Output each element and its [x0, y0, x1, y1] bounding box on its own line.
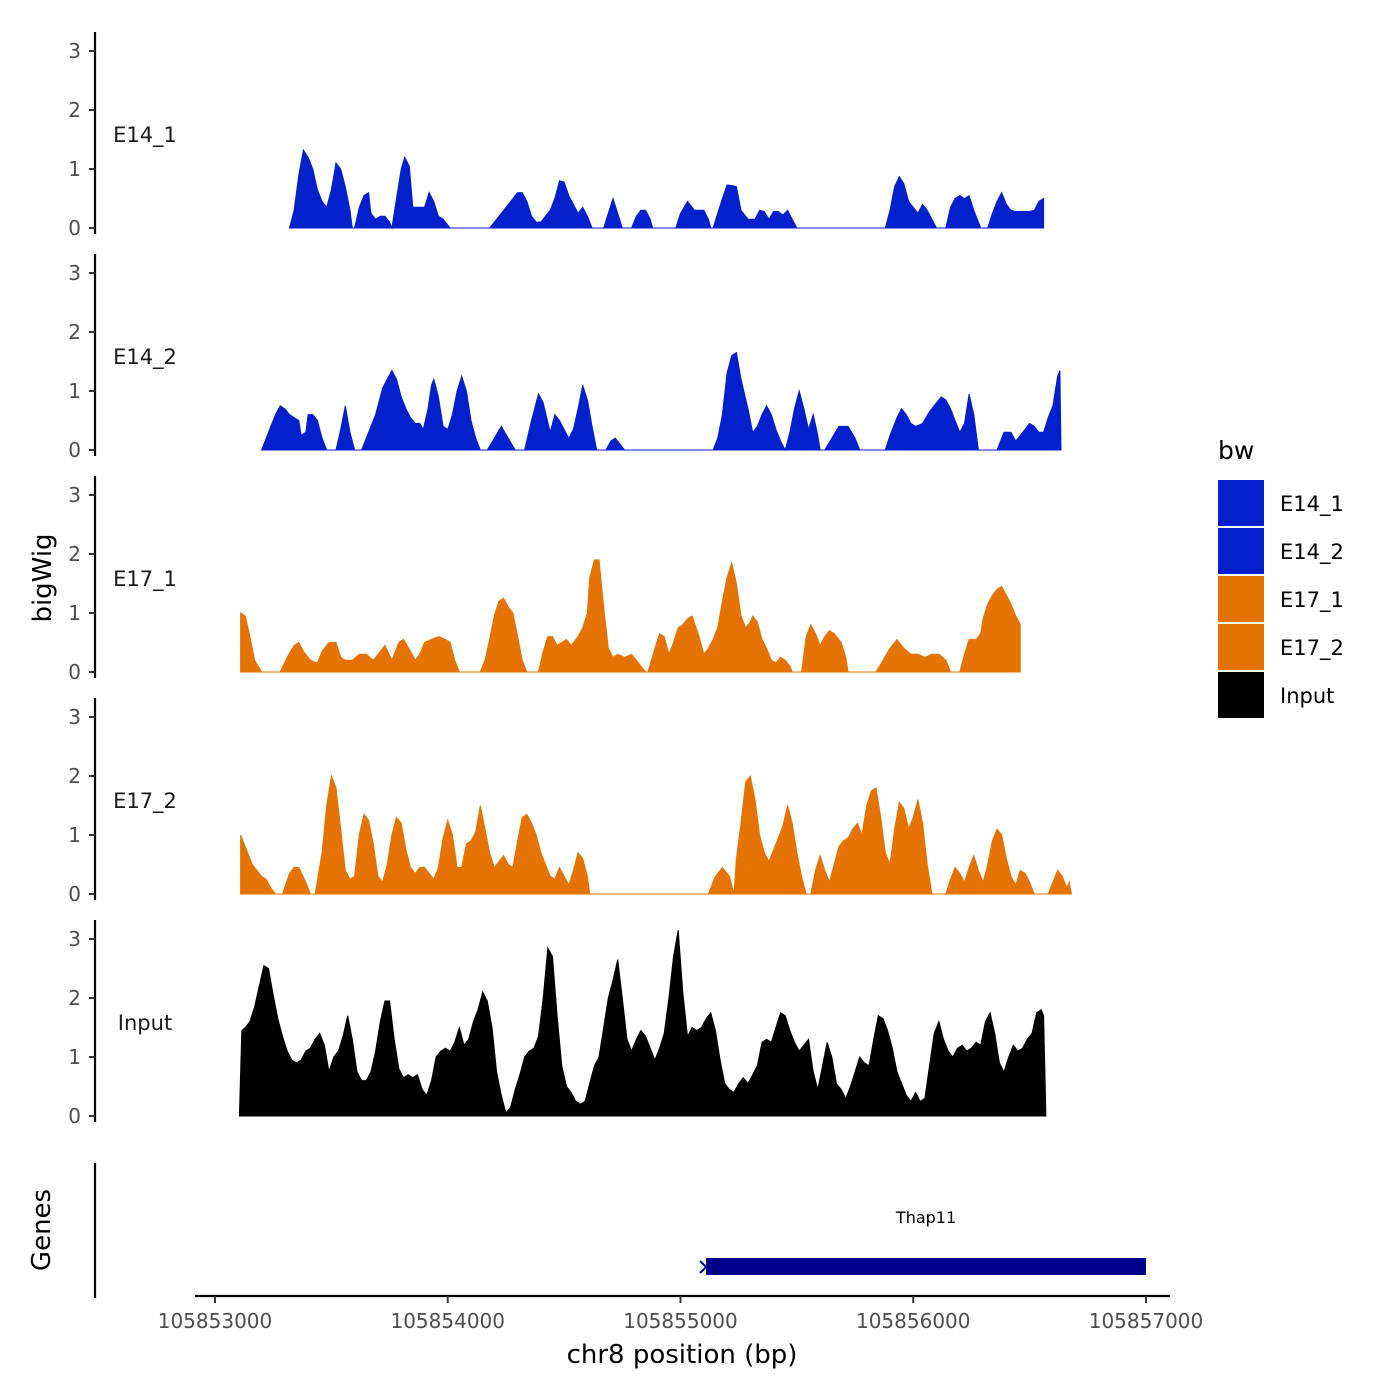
gene-track: Genes Thap11	[27, 1163, 1146, 1298]
x-tick-label-105853000: 105853000	[158, 1309, 273, 1333]
y-tick-label-E17_1-2: 2	[68, 542, 81, 566]
signal-area-Input	[238, 930, 1047, 1117]
legend-title: bw	[1218, 436, 1254, 465]
y-tick-label-E14_1-0: 0	[68, 216, 81, 240]
legend-swatch-E14_1	[1218, 480, 1264, 526]
y-axis-title: bigWig	[28, 533, 58, 622]
track-label-E14_2: E14_2	[113, 345, 177, 370]
y-tick-label-E14_2-1: 1	[68, 379, 81, 403]
x-tick-label-105855000: 105855000	[623, 1309, 738, 1333]
legend-swatch-E14_2	[1218, 528, 1264, 574]
track-E17_1: 0 1 2 3 E17_1	[68, 476, 1021, 684]
tracks-layer: 0 1 2 3 E14_1 0 1 2 3 E14_2 0 1 2 3 E17_1 0 1 2 3 E17_2 0 1 2 3…	[68, 32, 1073, 1128]
x-axis: chr8 position (bp) 105853000 105854000 105…	[158, 1294, 1204, 1370]
track-E17_2: 0 1 2 3 E17_2	[68, 698, 1073, 906]
legend-swatch-E17_2	[1218, 624, 1264, 670]
y-tick-label-E17_2-1: 1	[68, 823, 81, 847]
track-label-E17_1: E17_1	[113, 567, 177, 592]
legend-swatch-Input	[1218, 672, 1264, 718]
y-tick-label-E17_1-0: 0	[68, 660, 81, 684]
track-label-E17_2: E17_2	[113, 789, 177, 814]
track-label-Input: Input	[118, 1011, 172, 1035]
y-tick-label-Input-0: 0	[68, 1104, 81, 1128]
signal-area-E17_2	[240, 774, 1073, 895]
y-tick-label-E17_2-2: 2	[68, 764, 81, 788]
y-tick-label-E17_2-3: 3	[68, 705, 81, 729]
signal-area-E14_2	[260, 351, 1062, 452]
genes-axis-title: Genes	[27, 1189, 57, 1271]
y-tick-label-E14_2-0: 0	[68, 438, 81, 462]
y-tick-label-E17_2-0: 0	[68, 882, 81, 906]
y-tick-label-E14_2-2: 2	[68, 320, 81, 344]
legend-swatch-E17_1	[1218, 576, 1264, 622]
signal-area-E14_1	[288, 148, 1045, 230]
y-tick-label-E14_1-1: 1	[68, 157, 81, 181]
y-tick-label-E17_1-1: 1	[68, 601, 81, 625]
gene-strand-marker-Thap11	[699, 1260, 708, 1274]
x-tick-label-105854000: 105854000	[390, 1309, 505, 1333]
legend: bw E14_1 E14_2 E17_1 E17_2 Input	[1218, 436, 1344, 718]
y-tick-label-Input-3: 3	[68, 927, 81, 951]
track-label-E14_1: E14_1	[113, 123, 177, 148]
legend-label-Input: Input	[1280, 684, 1334, 708]
x-axis-title: chr8 position (bp)	[567, 1340, 798, 1370]
x-tick-label-105857000: 105857000	[1089, 1309, 1204, 1333]
gene-body-Thap11	[706, 1258, 1146, 1275]
track-E14_1: 0 1 2 3 E14_1	[68, 32, 1045, 240]
y-tick-label-E14_1-2: 2	[68, 98, 81, 122]
gene-label-Thap11: Thap11	[895, 1208, 956, 1227]
signal-area-E17_1	[240, 559, 1021, 673]
legend-label-E14_1: E14_1	[1280, 492, 1344, 517]
legend-label-E17_2: E17_2	[1280, 636, 1344, 661]
y-tick-label-E14_2-3: 3	[68, 261, 81, 285]
legend-label-E17_1: E17_1	[1280, 588, 1344, 613]
legend-label-E14_2: E14_2	[1280, 540, 1344, 565]
y-tick-label-E14_1-3: 3	[68, 39, 81, 63]
y-tick-label-Input-1: 1	[68, 1045, 81, 1069]
y-tick-label-Input-2: 2	[68, 986, 81, 1010]
track-Input: 0 1 2 3 Input	[68, 920, 1047, 1128]
y-tick-label-E17_1-3: 3	[68, 483, 81, 507]
x-tick-label-105856000: 105856000	[856, 1309, 971, 1333]
track-E14_2: 0 1 2 3 E14_2	[68, 254, 1062, 462]
